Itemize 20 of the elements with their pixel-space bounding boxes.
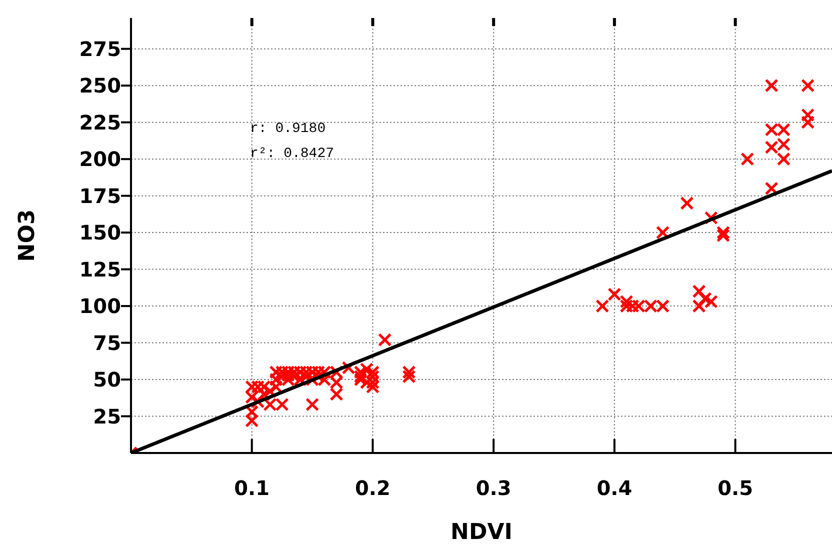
y-tick-label: 175	[79, 184, 121, 208]
x-tick-label: 0.5	[718, 476, 754, 500]
y-tick-label: 25	[93, 404, 121, 428]
x-tick-label: 0.4	[596, 476, 632, 500]
x-tick-label: 0.3	[476, 476, 512, 500]
y-tick-label: 150	[79, 220, 121, 245]
annotation: r²: 0.8427	[250, 146, 334, 162]
y-tick-label: 50	[93, 368, 121, 392]
annotation: r: 0.9180	[250, 121, 326, 137]
y-tick-label: 200	[79, 147, 121, 172]
y-tick-label: 100	[79, 294, 121, 318]
x-tick-label: 0.2	[355, 476, 390, 500]
y-tick-label: 250	[79, 74, 121, 98]
x-tick-label: 0.1	[234, 476, 270, 500]
y-tick-label: 225	[79, 110, 121, 134]
y-tick-label: 125	[79, 257, 121, 282]
y-tick-label: 275	[79, 36, 121, 61]
y-axis-title: NO3	[15, 209, 40, 262]
y-tick-label: 75	[93, 330, 121, 355]
x-axis-title: NDVI	[450, 520, 512, 545]
